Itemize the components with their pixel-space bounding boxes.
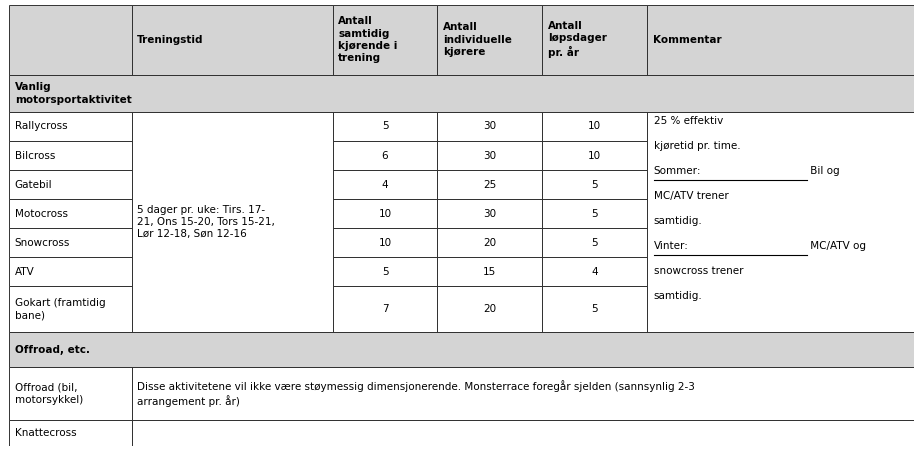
Bar	[9, 257, 132, 286]
Text: Rallycross: Rallycross	[15, 121, 67, 131]
Bar	[543, 112, 647, 141]
Text: ATV: ATV	[15, 267, 34, 277]
Bar	[9, 5, 132, 75]
Bar	[332, 112, 438, 141]
Text: 15: 15	[484, 267, 497, 277]
Bar	[9, 112, 132, 141]
Text: samtidig.: samtidig.	[653, 291, 702, 301]
Text: 10: 10	[378, 238, 391, 248]
Text: Disse aktivitetene vil ikke være støymessig dimensjonerende. Monsterrace foregår: Disse aktivitetene vil ikke være støymes…	[138, 380, 695, 407]
Bar	[543, 5, 647, 75]
Text: 30: 30	[484, 151, 497, 161]
Bar	[9, 199, 132, 228]
Bar	[438, 199, 543, 228]
Text: Treningstid: Treningstid	[138, 35, 204, 45]
Bar	[438, 141, 543, 170]
Bar	[9, 367, 132, 420]
Text: Gatebil: Gatebil	[15, 179, 53, 189]
Bar	[647, 5, 914, 75]
Bar	[9, 332, 914, 367]
Bar	[332, 141, 438, 170]
Bar	[332, 170, 438, 199]
Text: Antall
samtidig
kjørende i
trening: Antall samtidig kjørende i trening	[338, 16, 398, 63]
Bar	[438, 228, 543, 257]
Text: MC/ATV trener: MC/ATV trener	[653, 191, 728, 201]
Text: Bil og: Bil og	[807, 166, 839, 176]
Bar	[132, 112, 332, 332]
Text: MC/ATV og: MC/ATV og	[807, 241, 866, 251]
Text: 5: 5	[382, 267, 389, 277]
Text: Offroad, etc.: Offroad, etc.	[15, 345, 90, 354]
Text: 25 % effektiv: 25 % effektiv	[653, 115, 723, 126]
Text: 10: 10	[588, 121, 602, 131]
Text: 5: 5	[382, 121, 389, 131]
Bar	[9, 228, 132, 257]
Bar	[332, 257, 438, 286]
Text: Knattecross: Knattecross	[15, 428, 77, 438]
Text: 30: 30	[484, 209, 497, 219]
Bar	[9, 286, 132, 332]
Text: 5: 5	[592, 209, 598, 219]
Bar	[9, 420, 132, 446]
Bar	[332, 228, 438, 257]
Bar	[332, 286, 438, 332]
Bar	[9, 75, 914, 112]
Text: Motocross: Motocross	[15, 209, 67, 219]
Text: Sommer:: Sommer:	[653, 166, 701, 176]
Text: 6: 6	[382, 151, 389, 161]
Text: snowcross trener: snowcross trener	[653, 266, 743, 276]
Text: 5 dager pr. uke: Tirs. 17-
21, Ons 15-20, Tors 15-21,
Lør 12-18, Søn 12-16: 5 dager pr. uke: Tirs. 17- 21, Ons 15-20…	[138, 205, 275, 239]
Text: Vinter:: Vinter:	[653, 241, 689, 251]
Bar	[332, 199, 438, 228]
Text: 5: 5	[592, 179, 598, 189]
Text: Antall
individuelle
kjørere: Antall individuelle kjørere	[443, 23, 511, 57]
Text: 10: 10	[588, 151, 602, 161]
Bar	[438, 286, 543, 332]
Text: 4: 4	[592, 267, 598, 277]
Bar	[543, 199, 647, 228]
Bar	[132, 367, 914, 420]
Text: Snowcross: Snowcross	[15, 238, 70, 248]
Bar	[647, 112, 914, 332]
Text: 5: 5	[592, 304, 598, 314]
Text: 30: 30	[484, 121, 497, 131]
Bar	[543, 228, 647, 257]
Bar	[543, 141, 647, 170]
Text: Offroad (bil,
motorsykkel): Offroad (bil, motorsykkel)	[15, 382, 83, 405]
Text: 20: 20	[484, 238, 497, 248]
Bar	[132, 420, 914, 446]
Text: 10: 10	[378, 209, 391, 219]
Bar	[132, 5, 332, 75]
Text: 7: 7	[382, 304, 389, 314]
Text: samtidig.: samtidig.	[653, 216, 702, 226]
Text: 25: 25	[484, 179, 497, 189]
Bar	[543, 257, 647, 286]
Text: kjøretid pr. time.: kjøretid pr. time.	[653, 141, 740, 151]
Text: 4: 4	[382, 179, 389, 189]
Text: Kommentar: Kommentar	[653, 35, 721, 45]
Bar	[543, 286, 647, 332]
Bar	[9, 170, 132, 199]
Text: Vanlig
motorsportaktivitet: Vanlig motorsportaktivitet	[15, 82, 131, 105]
Bar	[438, 5, 543, 75]
Bar	[438, 257, 543, 286]
Text: Bilcross: Bilcross	[15, 151, 55, 161]
Bar	[438, 170, 543, 199]
Text: Antall
løpsdager
pr. år: Antall løpsdager pr. år	[547, 21, 606, 59]
Bar	[332, 5, 438, 75]
Text: Gokart (framtidig
bane): Gokart (framtidig bane)	[15, 298, 105, 320]
Bar	[438, 112, 543, 141]
Text: 5: 5	[592, 238, 598, 248]
Bar	[9, 141, 132, 170]
Text: 20: 20	[484, 304, 497, 314]
Bar	[543, 170, 647, 199]
